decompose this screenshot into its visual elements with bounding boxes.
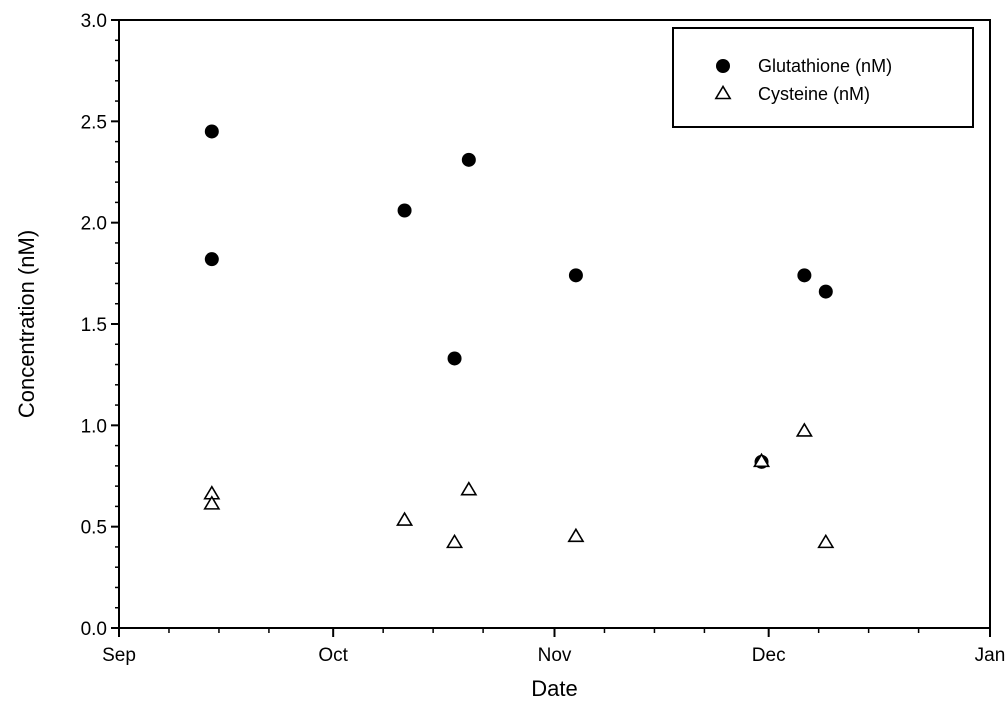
- x-tick-label: Nov: [538, 645, 572, 666]
- cysteine-point: [567, 527, 585, 543]
- legend-glutathione-marker: [716, 59, 730, 73]
- glutathione-point: [397, 203, 412, 218]
- glutathione-point: [818, 284, 833, 299]
- y-tick-label: 1.5: [81, 315, 107, 336]
- legend-label: Glutathione (nM): [758, 56, 892, 76]
- legend-label: Cysteine (nM): [758, 84, 870, 104]
- glutathione-point: [797, 268, 812, 283]
- y-tick-label: 3.0: [81, 11, 107, 32]
- glutathione-point: [204, 252, 219, 267]
- glutathione-point: [568, 268, 583, 283]
- legend-cysteine-marker: [714, 84, 732, 100]
- cysteine-point: [753, 452, 771, 468]
- glutathione-point: [461, 152, 476, 167]
- y-axis-title: Concentration (nM): [14, 230, 39, 418]
- glutathione-point: [447, 351, 462, 366]
- cysteine-point: [817, 533, 835, 549]
- y-tick-label: 0.0: [81, 619, 107, 640]
- x-tick-label: Jan: [975, 645, 1006, 666]
- x-tick-label: Dec: [752, 645, 786, 666]
- x-tick-label: Sep: [102, 645, 136, 666]
- cysteine-point: [203, 495, 221, 510]
- x-axis-title: Date: [531, 676, 577, 701]
- cysteine-point: [795, 422, 813, 437]
- y-tick-label: 2.5: [81, 112, 107, 133]
- cysteine-point: [396, 511, 414, 526]
- y-tick-label: 1.0: [81, 416, 107, 437]
- legend-box: [672, 27, 974, 128]
- y-tick-label: 0.5: [81, 518, 107, 539]
- cysteine-point: [460, 481, 478, 496]
- cysteine-point: [446, 533, 464, 549]
- x-tick-label: Oct: [318, 645, 348, 666]
- glutathione-point: [204, 124, 219, 139]
- y-tick-label: 2.0: [81, 214, 107, 235]
